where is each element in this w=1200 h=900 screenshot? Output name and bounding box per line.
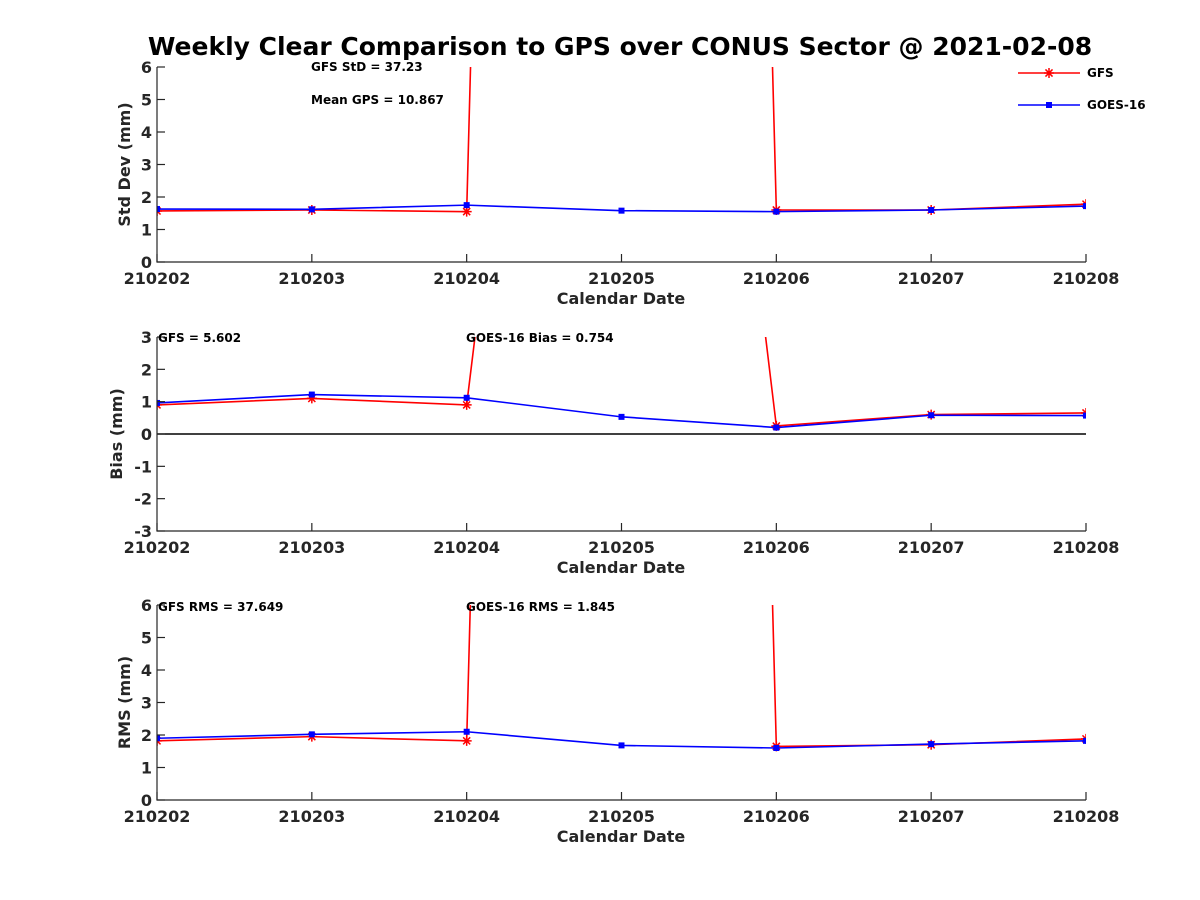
data-point-goes-16-210205 [618, 742, 625, 749]
x-tick-label: 210202 [124, 269, 191, 288]
y-tick-label: 4 [141, 661, 152, 680]
legend-marker-gfs [1044, 68, 1054, 78]
x-tick-label: 210202 [124, 807, 191, 826]
y-tick-label: 5 [141, 91, 152, 110]
y-tick-label: -3 [134, 522, 152, 541]
y-tick-label: 0 [141, 253, 152, 272]
data-point-goes-16-210208 [1083, 412, 1086, 419]
annotation-goes16-rms: GOES-16 RMS = 1.845 [466, 600, 615, 614]
y-tick-label: -1 [134, 457, 152, 476]
x-tick-label: 210208 [1053, 807, 1120, 826]
x-axis-label: Calendar Date [557, 827, 686, 846]
x-tick-label: 210204 [433, 538, 500, 557]
x-tick-label: 210205 [588, 269, 655, 288]
y-tick-label: 3 [141, 156, 152, 175]
x-tick-label: 210203 [278, 269, 345, 288]
x-tick-label: 210208 [1053, 538, 1120, 557]
data-point-goes-16-210205 [618, 413, 625, 420]
data-point-goes-16-210207 [928, 412, 935, 419]
data-point-goes-16-210207 [928, 741, 935, 748]
annotation-mean-gps: Mean GPS = 10.867 [311, 93, 444, 107]
y-tick-label: 3 [141, 694, 152, 713]
data-point-goes-16-210204 [463, 202, 470, 209]
annotation-gfs-rms: GFS RMS = 37.649 [158, 600, 283, 614]
legend-marker-goes-16 [1046, 102, 1052, 108]
data-point-goes-16-210208 [1083, 737, 1086, 744]
x-tick-label: 210205 [588, 538, 655, 557]
x-tick-label: 210206 [743, 807, 810, 826]
y-tick-label: -2 [134, 490, 152, 509]
y-tick-label: 2 [141, 188, 152, 207]
y-tick-label: 6 [141, 596, 152, 615]
legend-gfs-label: GFS [1087, 66, 1114, 80]
data-point-goes-16-210202 [157, 399, 160, 406]
x-axis-label: Calendar Date [557, 289, 686, 308]
legend-goes16-label: GOES-16 [1087, 98, 1146, 112]
y-tick-label: 1 [141, 393, 152, 412]
y-axis-label: Std Dev (mm) [115, 102, 134, 226]
y-axis-label: Bias (mm) [107, 388, 126, 480]
y-tick-label: 2 [141, 726, 152, 745]
x-tick-label: 210206 [743, 269, 810, 288]
panel-rms: 0 1 2 3 4 5 6 210202 210203 210204 210205 210206 21… [115, 596, 1120, 846]
data-point-gfs-210204 [461, 399, 472, 410]
y-tick-label: 3 [141, 328, 152, 347]
data-point-goes-16-210206 [773, 745, 780, 751]
y-tick-label: 0 [141, 791, 152, 810]
x-tick-label: 210203 [278, 538, 345, 557]
y-tick-label: 6 [141, 58, 152, 77]
x-tick-label: 210202 [124, 538, 191, 557]
x-tick-label: 210204 [433, 807, 500, 826]
data-point-goes-16-210207 [928, 207, 935, 213]
x-tick-label: 210207 [898, 807, 965, 826]
y-tick-label: 2 [141, 360, 152, 379]
data-point-goes-16-210206 [773, 208, 780, 215]
annotation-gfs-bias: GFS = 5.602 [158, 331, 241, 345]
data-point-gfs-210204 [461, 206, 472, 217]
y-tick-label: 5 [141, 629, 152, 648]
data-point-goes-16-210204 [463, 394, 470, 401]
x-tick-label: 210206 [743, 538, 810, 557]
data-point-goes-16-210203 [308, 206, 315, 213]
chart-title: Weekly Clear Comparison to GPS over CONU… [148, 32, 1092, 61]
legend: GFS GOES-16 [1018, 66, 1146, 112]
y-tick-label: 1 [141, 221, 152, 240]
annotation-gfs-std: GFS StD = 37.23 [311, 60, 423, 74]
y-tick-label: 0 [141, 425, 152, 444]
y-tick-label: 1 [141, 759, 152, 778]
data-point-goes-16-210202 [157, 735, 160, 742]
x-tick-label: 210204 [433, 269, 500, 288]
data-point-goes-16-210203 [308, 731, 315, 738]
x-tick-label: 210207 [898, 538, 965, 557]
panel-std-dev: 0 1 2 3 4 5 6 210202 210203 210204 210205 210206 21… [115, 58, 1120, 308]
data-point-goes-16-210206 [773, 424, 780, 431]
data-point-goes-16-210203 [308, 391, 315, 398]
y-axis-label: RMS (mm) [115, 656, 134, 749]
x-tick-label: 210205 [588, 807, 655, 826]
x-tick-label: 210207 [898, 269, 965, 288]
data-point-gfs-210203 [306, 393, 317, 404]
x-tick-label: 210203 [278, 807, 345, 826]
data-point-gfs-210204 [461, 735, 472, 746]
data-point-goes-16-210205 [618, 207, 625, 214]
annotation-goes16-bias: GOES-16 Bias = 0.754 [466, 331, 614, 345]
data-point-goes-16-210204 [463, 728, 470, 735]
data-point-goes-16-210208 [1083, 203, 1086, 210]
panel-bias: -3 -2 -1 0 1 2 3 210202 210203 210204 210205 21020… [107, 328, 1120, 577]
x-axis-label: Calendar Date [557, 558, 686, 577]
y-tick-label: 4 [141, 123, 152, 142]
data-point-goes-16-210202 [157, 206, 160, 213]
x-tick-label: 210208 [1053, 269, 1120, 288]
